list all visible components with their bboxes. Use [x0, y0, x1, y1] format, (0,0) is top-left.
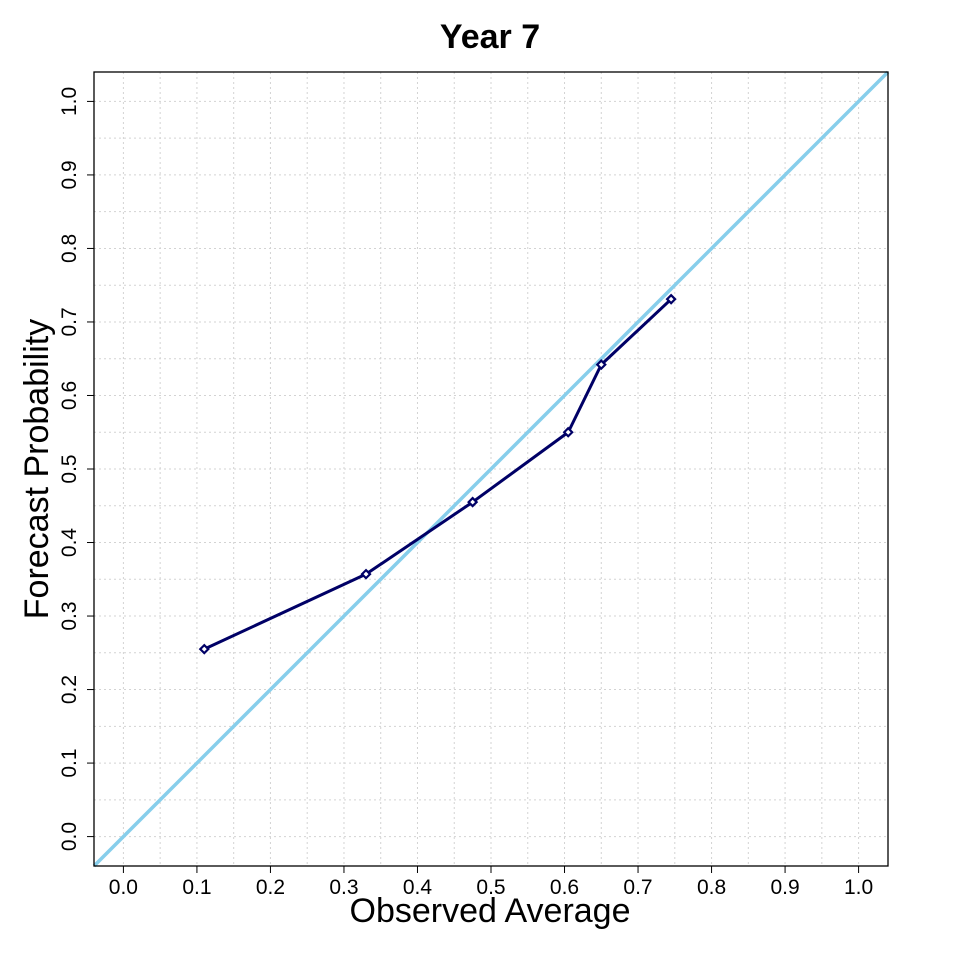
x-tick-label: 0.6 — [550, 876, 579, 899]
diagonal-line — [92, 70, 890, 868]
y-tick-label: 0.5 — [58, 454, 81, 483]
reference-diagonal — [92, 70, 890, 868]
chart-title: Year 7 — [440, 18, 540, 56]
y-tick-label: 0.4 — [58, 528, 81, 558]
x-tick-label: 0.9 — [770, 876, 799, 899]
y-tick-label: 0.8 — [58, 234, 81, 263]
x-axis-label: Observed Average — [350, 892, 631, 930]
y-tick-label: 0.9 — [58, 160, 81, 189]
y-tick-label: 0.3 — [58, 601, 81, 630]
y-axis-label: Forecast Probability — [18, 319, 56, 619]
data-point — [665, 293, 677, 305]
data-point — [198, 643, 210, 655]
y-tick-label: 0.7 — [58, 307, 81, 336]
x-tick-label: 0.0 — [109, 876, 138, 899]
x-tick-label: 0.3 — [329, 876, 358, 899]
grid — [94, 72, 888, 866]
x-axis-ticks: 0.0 0.1 0.2 0.3 0.4 0.5 0.6 0.7 0.8 0.9 1.0 — [109, 866, 873, 899]
x-tick-label: 0.8 — [697, 876, 726, 899]
series-line — [203, 298, 673, 651]
x-tick-label: 0.5 — [476, 876, 505, 899]
y-tick-label: 0.6 — [58, 381, 81, 410]
series-layer — [198, 293, 677, 655]
x-tick-label: 0.4 — [403, 876, 433, 899]
y-tick-label: 1.0 — [58, 87, 81, 116]
x-tick-label: 0.1 — [182, 876, 211, 899]
y-axis-ticks: 0.0 0.1 0.2 0.3 0.4 0.5 0.6 0.7 0.8 0.9 1.0 — [58, 87, 94, 851]
data-point — [562, 426, 574, 438]
y-tick-label: 0.1 — [58, 748, 81, 777]
x-tick-label: 1.0 — [844, 876, 873, 899]
y-tick-label: 0.2 — [58, 675, 81, 704]
x-tick-label: 0.2 — [256, 876, 285, 899]
data-point — [595, 359, 607, 371]
y-tick-label: 0.0 — [58, 822, 81, 851]
data-point — [360, 568, 372, 580]
x-tick-label: 0.7 — [623, 876, 652, 899]
data-point — [467, 496, 479, 508]
